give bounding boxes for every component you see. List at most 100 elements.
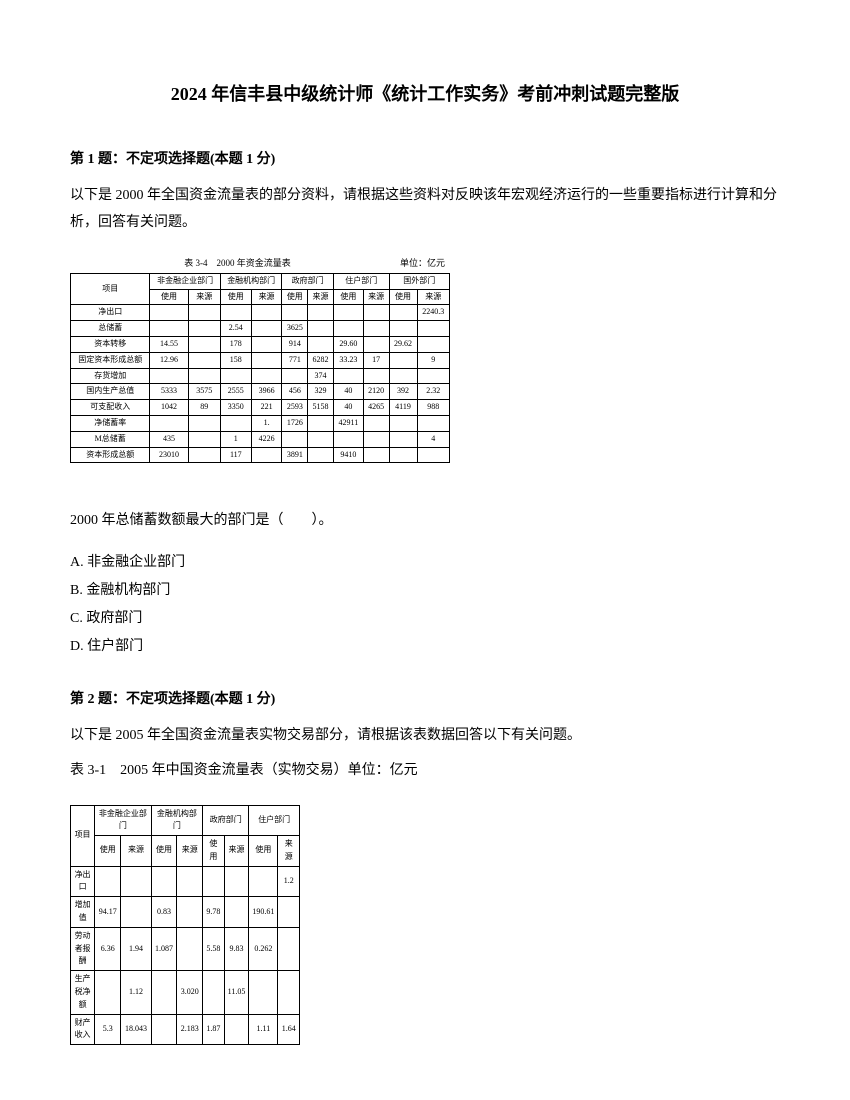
table-2-container: 项目 非金融企业部门 金融机构部门 政府部门 住户部门 使用 来源 使用 来源 … <box>70 805 780 1046</box>
cell: 329 <box>308 384 334 400</box>
cell <box>95 866 121 897</box>
cell: 0.262 <box>249 927 278 970</box>
cell <box>251 352 282 368</box>
cell: 9.83 <box>224 927 249 970</box>
table-row: 存货增加374 <box>71 368 450 384</box>
table-1-sh: 来源 <box>251 289 282 305</box>
cell <box>188 305 220 321</box>
cell <box>249 866 278 897</box>
row-label: 可支配收入 <box>71 400 150 416</box>
table-2-row-label: 项目 <box>71 805 95 866</box>
cell <box>333 321 363 337</box>
cell: 988 <box>417 400 450 416</box>
cell <box>308 447 334 463</box>
cell <box>150 368 188 384</box>
cell: 158 <box>220 352 251 368</box>
cell: 456 <box>282 384 308 400</box>
cell: 17 <box>363 352 389 368</box>
option-a: A. 非金融企业部门 <box>70 549 780 577</box>
cell <box>389 368 417 384</box>
cell <box>151 866 177 897</box>
cell <box>417 321 450 337</box>
cell: 1.11 <box>249 1014 278 1045</box>
cell <box>188 321 220 337</box>
cell <box>177 927 203 970</box>
cell: 374 <box>308 368 334 384</box>
cell <box>417 368 450 384</box>
table-1-sh: 使用 <box>150 289 188 305</box>
cell <box>251 336 282 352</box>
option-b: B. 金融机构部门 <box>70 577 780 605</box>
cell <box>363 336 389 352</box>
cell: 4 <box>417 431 450 447</box>
table-1-sh: 使用 <box>333 289 363 305</box>
cell <box>282 431 308 447</box>
table-2-sh: 使用 <box>95 836 121 867</box>
option-d: D. 住户部门 <box>70 633 780 661</box>
cell <box>203 971 225 1014</box>
cell <box>188 368 220 384</box>
table-1-unit: 单位：亿元 <box>400 256 445 270</box>
cell: 0.83 <box>151 897 177 928</box>
cell <box>150 305 188 321</box>
cell: 2240.3 <box>417 305 450 321</box>
cell: 435 <box>150 431 188 447</box>
cell: 392 <box>389 384 417 400</box>
document-title: 2024 年信丰县中级统计师《统计工作实务》考前冲刺试题完整版 <box>70 80 780 109</box>
row-label: 资本形成总额 <box>71 447 150 463</box>
table-row: 资本转移14.5517891429.6029.62 <box>71 336 450 352</box>
table-row: 劳动者报酬6.361.941.0875.589.830.262 <box>71 927 300 970</box>
cell <box>308 415 334 431</box>
cell <box>363 415 389 431</box>
cell: 94.17 <box>95 897 121 928</box>
cell <box>188 336 220 352</box>
table-1-container: 表 3-4 2000 年资金流量表 单位：亿元 项目 非金融企业部门 金融机构部… <box>70 256 780 463</box>
cell: 40 <box>333 384 363 400</box>
cell: 5333 <box>150 384 188 400</box>
cell: 2.183 <box>177 1014 203 1045</box>
table-2-sh: 来源 <box>224 836 249 867</box>
cell <box>220 415 251 431</box>
cell: 1. <box>251 415 282 431</box>
row-label: 净出口 <box>71 866 95 897</box>
data-table-1: 项目 非金融企业部门 金融机构部门 政府部门 住户部门 国外部门 使用 来源 使… <box>70 273 450 464</box>
cell <box>188 352 220 368</box>
table-1-hg-4: 国外部门 <box>389 273 449 289</box>
cell <box>121 866 151 897</box>
cell: 40 <box>333 400 363 416</box>
table-1-sh: 使用 <box>389 289 417 305</box>
cell <box>389 352 417 368</box>
question-2-header: 第 2 题：不定项选择题(本题 1 分) <box>70 689 780 711</box>
cell <box>363 431 389 447</box>
table-2-sh: 使用 <box>249 836 278 867</box>
cell: 1.2 <box>278 866 300 897</box>
cell <box>203 866 225 897</box>
cell: 29.60 <box>333 336 363 352</box>
cell <box>121 897 151 928</box>
table-1-row-label: 项目 <box>71 273 150 305</box>
question-2-text-2: 表 3-1 2005 年中国资金流量表（实物交易）单位：亿元 <box>70 758 780 785</box>
cell <box>95 971 121 1014</box>
cell <box>251 305 282 321</box>
cell: 3350 <box>220 400 251 416</box>
cell <box>363 305 389 321</box>
cell: 6282 <box>308 352 334 368</box>
cell: 2593 <box>282 400 308 416</box>
table-1-sh: 来源 <box>363 289 389 305</box>
cell: 89 <box>188 400 220 416</box>
cell <box>389 447 417 463</box>
cell: 2.32 <box>417 384 450 400</box>
question-1-prompt: 2000 年总储蓄数额最大的部门是（ ）。 <box>70 508 780 535</box>
cell: 3.020 <box>177 971 203 1014</box>
row-label: 净出口 <box>71 305 150 321</box>
row-label: 财产收入 <box>71 1014 95 1045</box>
table-row: 净储蓄率1.172642911 <box>71 415 450 431</box>
row-label: 资本转移 <box>71 336 150 352</box>
cell: 18.043 <box>121 1014 151 1045</box>
cell <box>389 415 417 431</box>
cell <box>308 336 334 352</box>
cell: 178 <box>220 336 251 352</box>
cell <box>220 305 251 321</box>
table-row: 财产收入5.318.0432.1831.871.111.64 <box>71 1014 300 1045</box>
table-row: 国内生产总值53333575255539664563294021203922.3… <box>71 384 450 400</box>
